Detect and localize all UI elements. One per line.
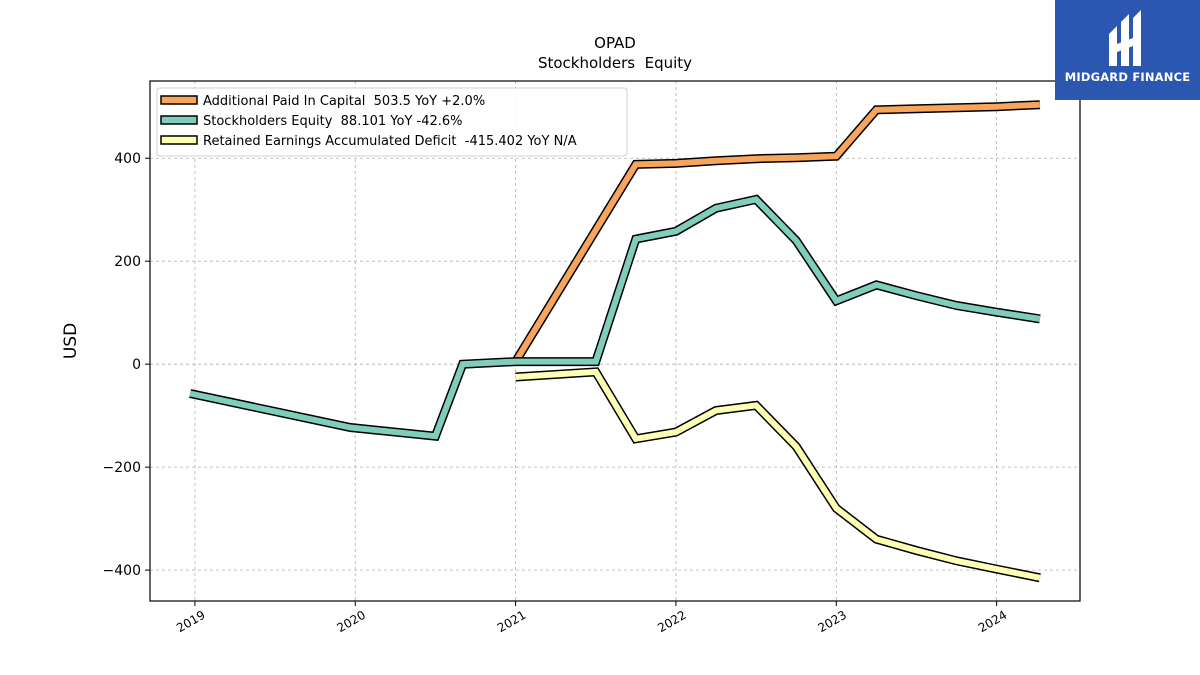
x-tick-label: 2021	[495, 608, 528, 635]
y-tick-label: 400	[114, 151, 141, 167]
y-tick-label: 0	[132, 357, 141, 373]
legend-swatch-0	[160, 95, 198, 105]
series-layer	[189, 100, 1041, 583]
y-tick-label: −200	[103, 460, 141, 476]
legend-label-0: Additional Paid In Capital 503.5 YoY +2.…	[203, 94, 485, 109]
x-tick-label: 2024	[976, 608, 1009, 635]
chart-subtitle: Stockholders Equity	[538, 54, 692, 72]
legend-box	[156, 87, 628, 157]
brand-logo: MIDGARD FINANCE	[1055, 0, 1200, 100]
legend-swatch-2	[160, 135, 198, 145]
x-tick-label: 2020	[335, 608, 368, 635]
series-line-1	[189, 196, 1041, 440]
legend-swatch-1	[160, 115, 198, 125]
chart-title: OPAD	[594, 34, 636, 52]
x-tick-label: 2023	[816, 608, 849, 635]
series-outline-2	[515, 367, 1041, 583]
y-axis-label: USD	[61, 323, 81, 359]
legend: Additional Paid In Capital 503.5 YoY +2.…	[156, 87, 628, 157]
y-tick-label: −400	[103, 563, 141, 579]
legend-label-2: Retained Earnings Accumulated Deficit -4…	[203, 134, 577, 149]
series-line-0	[513, 101, 1041, 364]
x-tick-label: 2022	[655, 608, 688, 635]
y-tick-label: 200	[114, 254, 141, 270]
axes: 2019 2020 2021 2022 2023 2024 −400 −200 0 200 400	[103, 151, 1010, 635]
plot-frame	[149, 80, 1081, 602]
x-tick-label: 2019	[174, 608, 207, 635]
legend-label-1: Stockholders Equity 88.101 YoY -42.6%	[203, 114, 463, 129]
logo-mark-icon	[1109, 10, 1141, 66]
grid	[150, 81, 1080, 601]
logo-text: MIDGARD FINANCE	[1064, 70, 1191, 84]
series-line-2	[515, 368, 1041, 581]
